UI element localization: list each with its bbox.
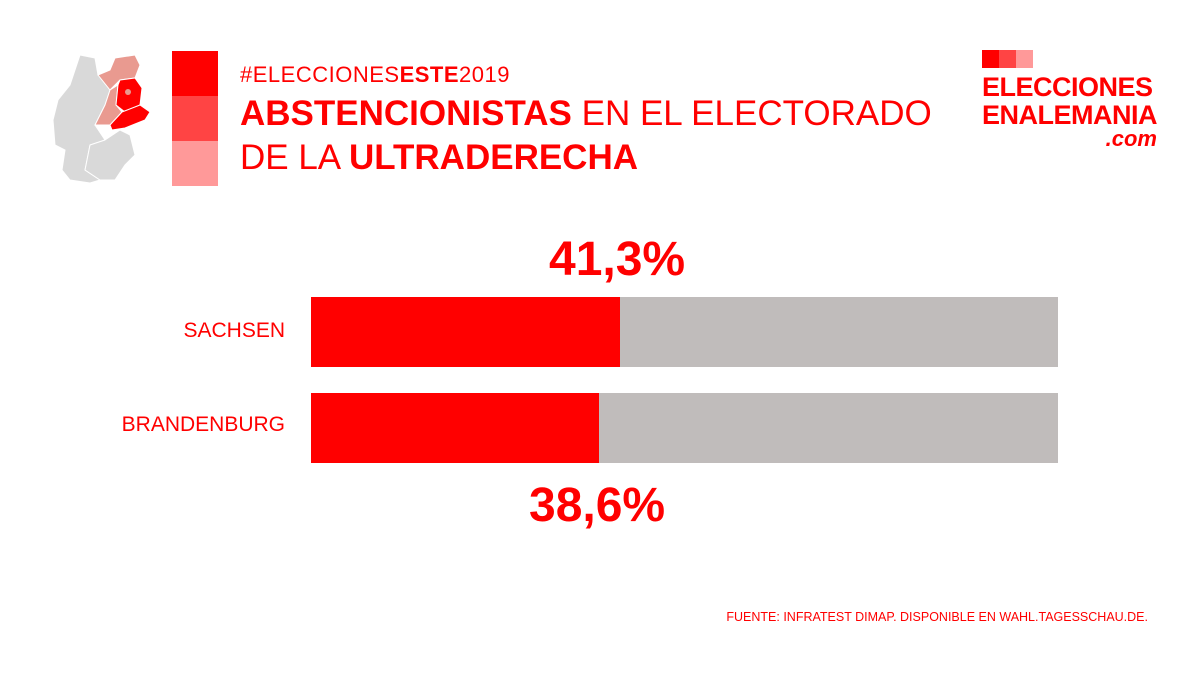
value-label-brandenburg: 38,6%	[529, 479, 666, 532]
bar-sachsen	[311, 297, 620, 367]
color-block-light	[172, 141, 218, 186]
color-block-mid	[172, 96, 218, 141]
logo: ELECCIONES ENALEMANIA .com	[982, 50, 1158, 150]
page-title: ABSTENCIONISTAS EN EL ELECTORADO DE LA U…	[240, 94, 932, 177]
category-label-brandenburg: BRANDENBURG	[121, 413, 285, 436]
category-label-sachsen: SACHSEN	[183, 319, 285, 342]
bar-brandenburg	[311, 393, 600, 463]
source-note: FUENTE: INFRATEST DIMAP. DISPONIBLE EN W…	[726, 610, 1148, 624]
germany-map-icon	[52, 54, 151, 184]
hashtag: #ELECCIONESESTE2019	[240, 62, 510, 87]
bar-track-brandenburg	[311, 393, 1058, 463]
bar-track-sachsen	[311, 297, 1058, 367]
color-block-dark	[172, 51, 218, 96]
value-label-sachsen: 41,3%	[549, 233, 686, 286]
